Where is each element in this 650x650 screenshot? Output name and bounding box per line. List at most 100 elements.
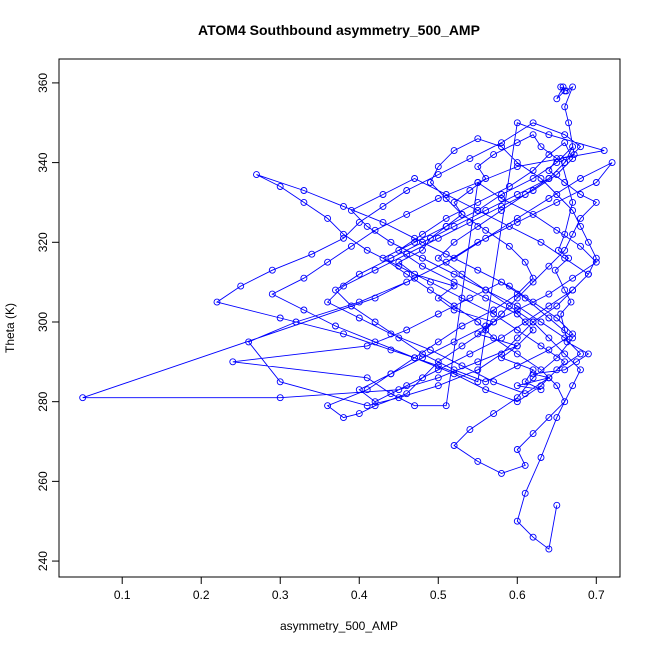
data-point bbox=[529, 374, 537, 382]
data-point bbox=[387, 330, 395, 338]
y-tick-label: 280 bbox=[36, 391, 50, 411]
data-point bbox=[79, 394, 87, 402]
data-point bbox=[340, 234, 347, 242]
data-point bbox=[529, 326, 537, 334]
data-point bbox=[434, 366, 442, 374]
data-point bbox=[347, 242, 355, 250]
x-axis-label: asymmetry_500_AMP bbox=[280, 619, 398, 633]
data-point bbox=[434, 195, 442, 202]
data-point bbox=[561, 131, 569, 139]
data-point bbox=[584, 270, 592, 278]
data-point bbox=[537, 175, 545, 182]
y-axis-label: Theta (K) bbox=[3, 303, 17, 353]
data-point bbox=[577, 350, 584, 358]
data-point bbox=[529, 366, 537, 374]
data-point bbox=[557, 83, 565, 91]
data-point bbox=[419, 262, 426, 270]
data-point bbox=[573, 358, 580, 366]
data-point bbox=[482, 286, 490, 294]
data-point bbox=[363, 374, 371, 382]
data-point bbox=[561, 334, 569, 342]
data-point bbox=[474, 366, 482, 374]
data-point bbox=[276, 378, 284, 386]
data-point bbox=[563, 338, 571, 346]
data-point bbox=[545, 414, 553, 422]
data-point bbox=[300, 198, 308, 206]
data-point bbox=[340, 202, 347, 210]
data-point bbox=[521, 258, 529, 266]
data-point bbox=[324, 214, 332, 222]
data-point bbox=[513, 310, 521, 318]
data-point bbox=[569, 334, 577, 342]
data-point bbox=[411, 274, 419, 282]
data-point bbox=[513, 302, 521, 310]
data-point bbox=[553, 302, 561, 310]
data-point bbox=[521, 294, 529, 302]
data-point bbox=[537, 318, 545, 326]
data-point bbox=[450, 270, 458, 278]
data-point bbox=[482, 175, 490, 182]
data-point bbox=[553, 155, 561, 163]
data-point bbox=[474, 378, 482, 386]
data-point bbox=[498, 354, 505, 362]
data-point bbox=[411, 402, 419, 410]
data-point bbox=[553, 366, 561, 374]
data-point bbox=[442, 214, 450, 222]
data-point bbox=[537, 143, 545, 151]
data-point bbox=[553, 414, 561, 422]
data-point bbox=[577, 191, 584, 198]
data-point bbox=[498, 334, 505, 342]
data-point bbox=[474, 358, 482, 366]
data-point bbox=[466, 218, 474, 226]
data-point bbox=[570, 151, 578, 159]
data-point bbox=[577, 222, 584, 230]
data-point bbox=[371, 398, 379, 406]
data-point bbox=[450, 198, 458, 206]
data-point bbox=[347, 206, 355, 214]
data-point bbox=[561, 230, 569, 238]
data-point bbox=[529, 131, 537, 139]
data-point bbox=[537, 386, 545, 394]
data-point bbox=[403, 187, 411, 194]
data-point bbox=[529, 370, 537, 378]
data-point bbox=[395, 394, 403, 402]
data-point bbox=[545, 151, 553, 159]
data-point bbox=[426, 346, 434, 354]
x-tick-label: 0.4 bbox=[351, 588, 368, 602]
data-point bbox=[521, 191, 529, 198]
data-point bbox=[482, 322, 490, 330]
data-point bbox=[577, 242, 584, 250]
data-point bbox=[592, 198, 600, 206]
data-point bbox=[434, 171, 442, 179]
data-point bbox=[419, 254, 426, 262]
data-point bbox=[387, 370, 395, 378]
x-tick-label: 0.2 bbox=[193, 588, 210, 602]
data-point bbox=[545, 374, 553, 382]
data-point bbox=[569, 155, 577, 163]
x-tick-label: 0.5 bbox=[430, 588, 447, 602]
data-point bbox=[403, 382, 411, 390]
data-point bbox=[561, 326, 569, 334]
data-point bbox=[553, 501, 561, 509]
data-point bbox=[561, 358, 569, 366]
data-point bbox=[442, 191, 450, 198]
data-point bbox=[577, 366, 584, 374]
data-point bbox=[411, 175, 419, 182]
data-point bbox=[545, 545, 553, 553]
data-point bbox=[513, 159, 521, 167]
data-point bbox=[490, 318, 498, 326]
data-point bbox=[529, 119, 537, 127]
data-point bbox=[577, 175, 584, 182]
y-tick-label: 300 bbox=[36, 312, 50, 332]
data-point bbox=[569, 206, 577, 214]
data-point bbox=[529, 210, 537, 218]
data-point bbox=[513, 191, 521, 198]
data-point bbox=[537, 366, 545, 374]
data-point bbox=[442, 195, 450, 202]
data-point bbox=[584, 350, 592, 358]
data-point bbox=[411, 270, 419, 278]
data-point bbox=[553, 95, 561, 103]
data-point bbox=[545, 346, 553, 354]
data-point bbox=[450, 306, 458, 314]
